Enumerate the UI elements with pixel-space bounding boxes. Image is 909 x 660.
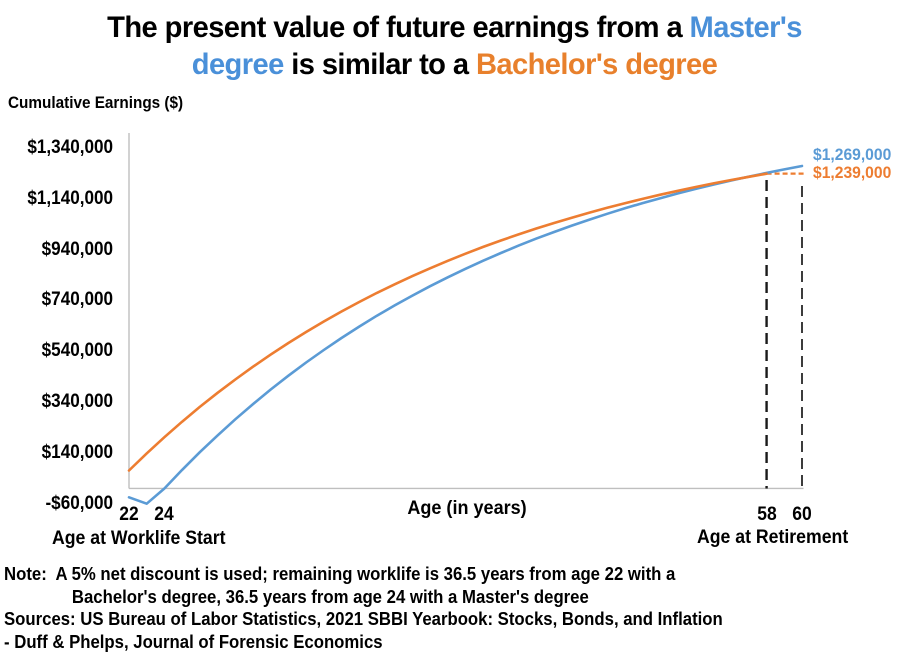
y-tick-label: $540,000 [41,340,113,362]
note-line-2: Bachelor's degree, 36.5 years from age 2… [71,586,589,607]
x-tick-label: 22 [119,504,139,525]
series-line-master-s-degree [127,164,804,505]
y-tick-label: $740,000 [41,289,113,311]
series-line-bachelor-s-degree [127,172,768,472]
y-tick-label: $140,000 [41,441,113,463]
y-tick-label: $1,140,000 [27,187,114,209]
title-segment: Master's [689,11,803,44]
x-tick-label: 58 [756,504,777,525]
chart-title: The present value of future earnings fro… [14,9,896,83]
age-at-retirement-caption: Age at Retirement [697,527,849,548]
x-tick-label: 24 [154,504,175,525]
chart-title-line-2: degree is similar to a Bachelor's degree [14,46,896,83]
title-segment: is similar to a [283,48,476,81]
y-tick-label: $940,000 [41,238,113,260]
x-axis-title: Age (in years) [407,498,527,519]
title-segment: The present value of future earnings fro… [107,11,690,44]
sources-line-2: - Duff & Phelps, Journal of Forensic Eco… [4,631,383,652]
age-at-worklife-start-caption: Age at Worklife Start [52,528,226,549]
y-tick-label: $340,000 [41,391,113,413]
sources-line-1: Sources: US Bureau of Labor Statistics, … [4,609,723,629]
y-tick-label: -$60,000 [45,492,113,514]
title-segment: degree [191,48,285,81]
x-tick-label: 60 [792,504,812,525]
chart-title-line-1: The present value of future earnings fro… [14,9,896,46]
footnote-block: Note: A 5% net discount is used; remaini… [4,563,846,653]
y-tick-label: $1,340,000 [27,137,114,158]
masters-end-value-label: $1,269,000 [813,145,892,164]
y-axis-title: Cumulative Earnings ($) [8,93,184,112]
bachelors-end-value-label: $1,239,000 [813,163,892,182]
title-segment: Bachelor's degree [475,48,718,81]
note-line-1: Note: A 5% net discount is used; remaini… [4,564,676,584]
